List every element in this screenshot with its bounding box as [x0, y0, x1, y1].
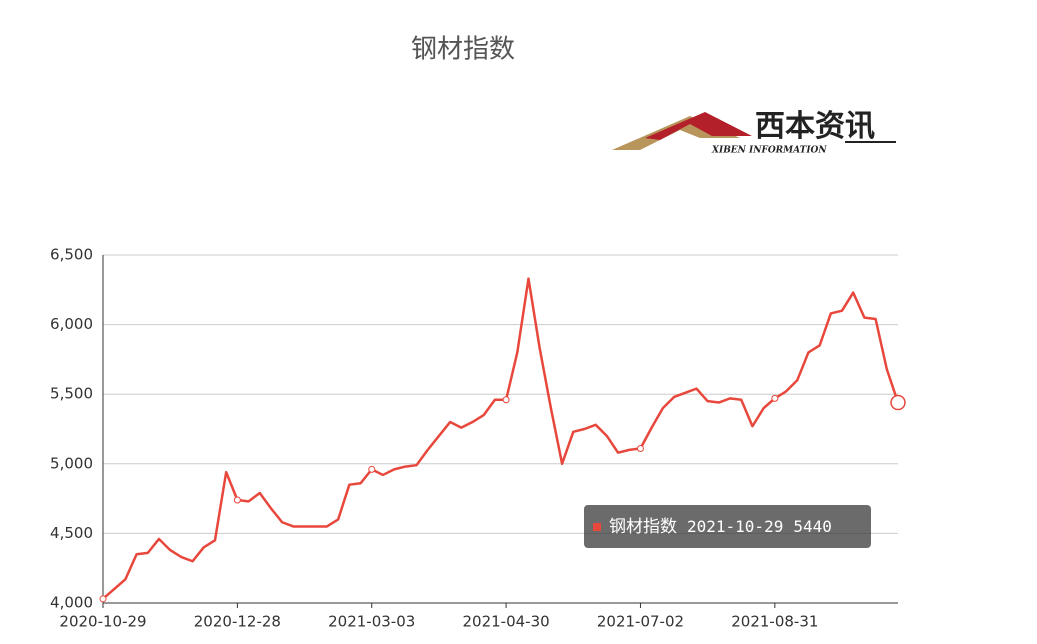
logo-subtitle: XIBEN INFORMATION [711, 146, 827, 156]
tooltip-date: 2021-10-29 [687, 517, 783, 536]
point [890, 394, 906, 411]
point [771, 394, 779, 402]
tooltip: 钢材指数 2021-10-29 5440 [584, 505, 871, 548]
point [636, 444, 644, 452]
tooltip-series: 钢材指数 [609, 517, 677, 537]
point [368, 465, 376, 473]
x-tick-label: 2020-12-28 [194, 613, 281, 631]
tooltip-box [584, 505, 871, 548]
x-tick-label: 2021-07-02 [597, 613, 684, 631]
y-tick-label: 5,000 [50, 454, 93, 472]
series-line [102, 277, 900, 600]
x-tick-label: 2021-04-30 [463, 613, 550, 631]
x-tick-label: 2020-10-29 [59, 613, 146, 631]
y-tick-label: 4,500 [50, 524, 93, 542]
tooltip-text: 钢材指数 2021-10-29 5440 [609, 517, 832, 538]
y-tick-label: 4,000 [50, 594, 93, 612]
y-tick-label: 6,500 [50, 246, 93, 264]
tooltip-marker [593, 523, 601, 531]
point [99, 595, 107, 603]
y-tick-label: 5,500 [50, 385, 93, 403]
logo-shape [645, 112, 752, 140]
point [233, 496, 241, 504]
logo: 西本资讯 XIBEN INFORMATION [612, 109, 896, 156]
tooltip-value: 5440 [793, 517, 832, 536]
x-tick-label: 2021-08-31 [731, 613, 818, 631]
y-tick-label: 6,000 [50, 315, 93, 333]
point [502, 396, 510, 404]
chart-title: 钢材指数 [411, 35, 515, 65]
x-tick-label: 2021-03-03 [328, 613, 415, 631]
logo-text: 西本资讯 [755, 109, 875, 144]
